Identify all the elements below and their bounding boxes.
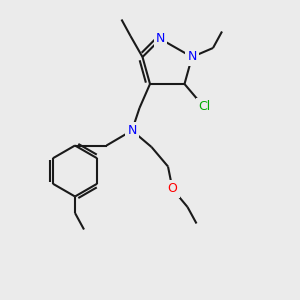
Text: O: O <box>168 182 177 196</box>
Text: N: N <box>156 32 165 46</box>
Text: Cl: Cl <box>199 100 211 113</box>
Text: N: N <box>187 50 197 64</box>
Text: N: N <box>127 124 137 137</box>
